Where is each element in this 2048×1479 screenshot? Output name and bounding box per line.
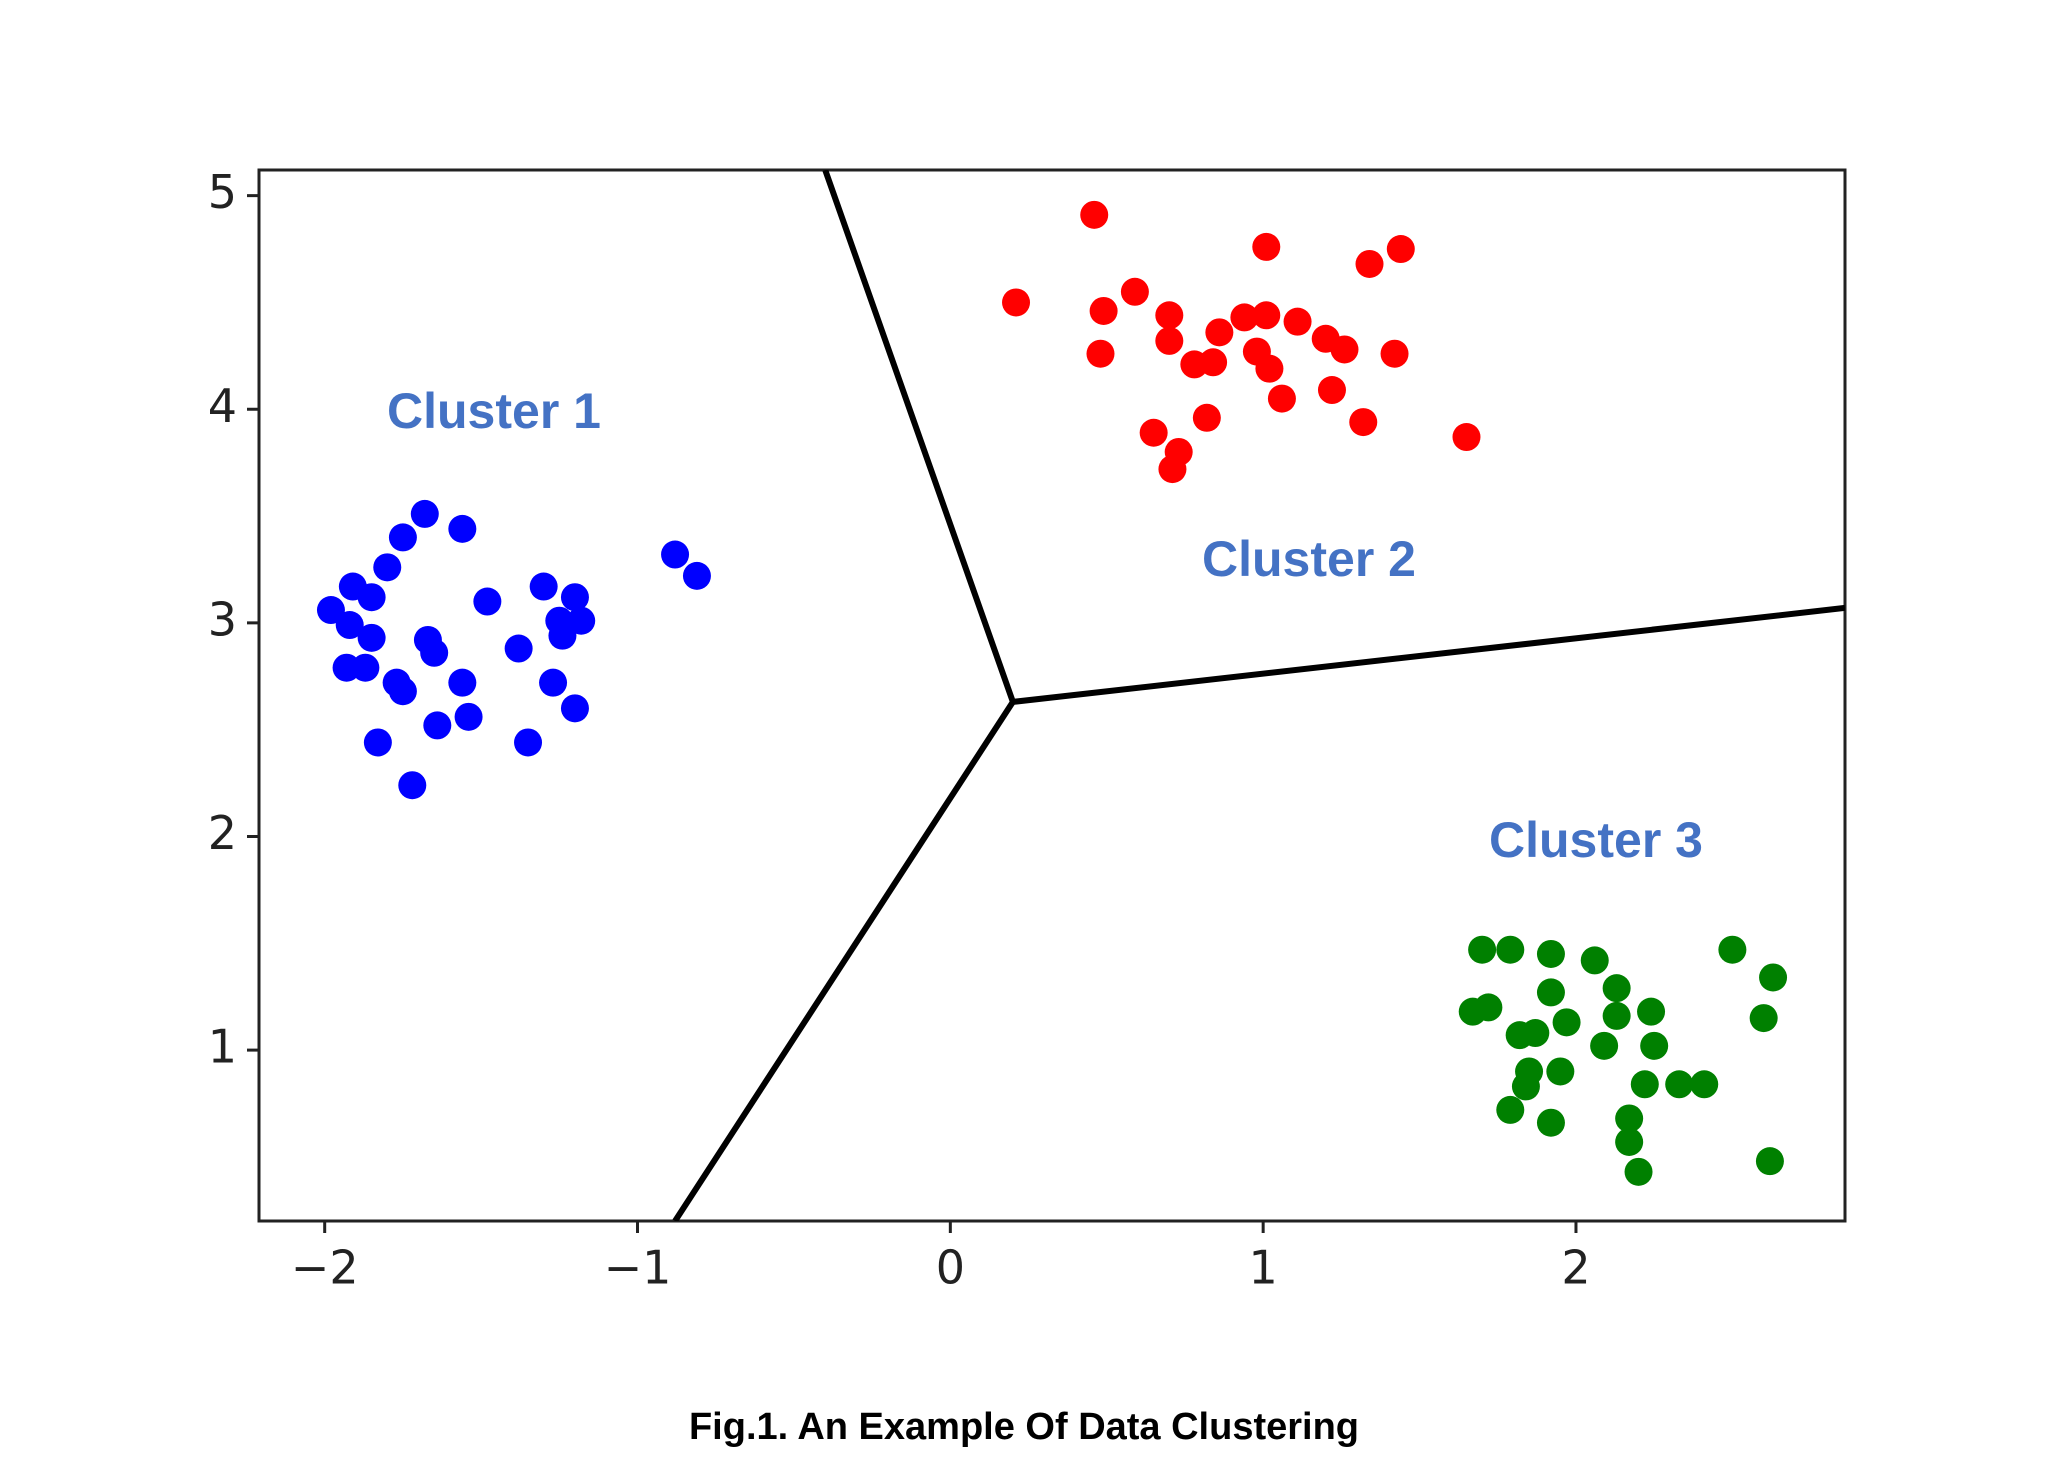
point [1602,974,1631,1003]
point [1521,1019,1550,1048]
point [1002,288,1031,317]
point [363,728,392,757]
point [1199,348,1228,377]
point [454,702,483,731]
point [1349,408,1378,437]
point [1158,455,1187,484]
point [1330,335,1359,364]
point [1255,354,1284,383]
x-tick-label: 2 [1561,1241,1590,1295]
y-tick-label: 5 [208,165,237,219]
point [1205,318,1234,347]
point [1468,935,1497,964]
point [539,668,568,697]
point [1690,1070,1719,1099]
point [529,572,558,601]
point [1665,1070,1694,1099]
point [661,540,690,569]
point [351,653,380,682]
annotation: Cluster 1 [387,383,601,439]
point [1759,963,1788,992]
point [504,634,533,663]
point [357,623,386,652]
x-tick-label: −2 [291,1241,359,1295]
point [423,711,452,740]
y-tick-label: 2 [208,806,237,860]
point [373,553,402,582]
point [1496,935,1525,964]
point [1615,1104,1644,1133]
point [1536,978,1565,1007]
x-tick-label: −1 [604,1241,672,1295]
point [1630,1070,1659,1099]
point [1624,1157,1653,1186]
point [1380,339,1409,368]
point [1267,384,1296,413]
point [1283,307,1312,336]
boundary-line [672,700,1016,1221]
y-tick-label: 4 [208,379,237,433]
point [1155,301,1184,330]
point [682,561,711,590]
point [1355,249,1384,278]
caption: Fig.1. An Example Of Data Clustering [689,1406,1359,1448]
point [1192,403,1221,432]
point [1139,418,1168,447]
point [1718,935,1747,964]
point [1089,296,1118,325]
point [1580,946,1609,975]
point [410,499,439,528]
point [316,596,345,625]
plot-area [316,170,1845,1221]
y-tick-label: 1 [208,1020,237,1074]
point [1317,376,1346,405]
point [1749,1004,1778,1033]
point [1511,1072,1540,1101]
point [1755,1147,1784,1176]
point [560,583,589,612]
point [548,621,577,650]
point [473,587,502,616]
point [357,583,386,612]
point [1536,939,1565,968]
point [420,638,449,667]
point [335,611,364,640]
point [1615,1127,1644,1156]
point [1086,339,1115,368]
point [514,728,543,757]
point [1640,1031,1669,1060]
point [1602,1001,1631,1030]
point [1496,1095,1525,1124]
point [1120,277,1149,306]
point [388,677,417,706]
point [1546,1057,1575,1086]
point [1590,1031,1619,1060]
point [448,668,477,697]
annotation: Cluster 2 [1202,531,1416,587]
point [1536,1108,1565,1137]
point [1155,326,1184,355]
annotation: Cluster 3 [1489,812,1703,868]
point [1230,303,1259,332]
boundary-line [822,170,1845,706]
point [388,523,417,552]
point [567,606,596,635]
point [1552,1008,1581,1037]
x-tick-label: 0 [936,1241,965,1295]
point [1637,997,1666,1026]
point [398,771,427,800]
point [1452,423,1481,452]
point [1252,232,1281,261]
y-tick-label: 3 [208,592,237,646]
point [1080,200,1109,229]
point [1386,235,1415,264]
point [1474,993,1503,1022]
point [560,694,589,723]
point [1252,301,1281,330]
point [448,514,477,543]
x-tick-label: 1 [1249,1241,1278,1295]
